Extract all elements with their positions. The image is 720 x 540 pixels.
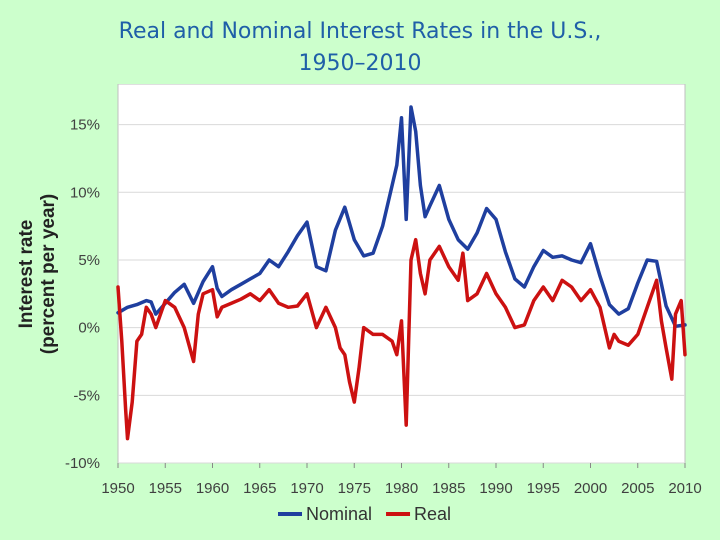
legend-label-real: Real [414,504,451,524]
x-tick-label: 1985 [432,480,465,497]
y-axis-title: Interest rate (percent per year) [16,194,59,355]
x-tick-label: 1970 [290,480,323,497]
line-chart: 15%10%5%0%-5%-10% 1950 1955 1960 1965 1970 19… [16,84,702,524]
y-tick-label: 15% [70,117,100,134]
chart-title: Real and Nominal Interest Rates in the U… [0,16,720,80]
x-tick-label: 1960 [196,480,229,497]
y-tick-label: 0% [78,320,100,337]
chart-title-line-1: Real and Nominal Interest Rates in the U… [118,19,602,44]
x-tick-label: 1955 [149,480,182,497]
y-tick-label: -10% [65,455,100,472]
x-tick-label: 2010 [668,480,701,497]
x-axis-ticks: 1950 1955 1960 1965 1970 1975 1980 1985 1990 1995… [101,463,702,497]
series-lines [116,105,687,441]
chart-title-line-2: 1950–2010 [298,51,422,76]
x-tick-label: 2005 [621,480,654,497]
x-tick-label: 1980 [385,480,418,497]
x-tick-label: 2000 [574,480,607,497]
x-tick-label: 1995 [527,480,560,497]
x-tick-label: 1990 [479,480,512,497]
y-tick-label: -5% [73,387,100,404]
legend-label-nominal: Nominal [306,504,372,524]
x-tick-label: 1950 [101,480,134,497]
series-line-real [116,237,687,441]
y-tick-label: 10% [70,184,100,201]
series-line-nominal [116,105,687,329]
y-axis-label-line-1: Interest rate [16,220,37,329]
y-tick-label: 5% [78,252,100,269]
y-axis-label-line-2: (percent per year) [38,194,59,355]
legend: Nominal Real [278,504,451,524]
chart-area: 15% 10% 5% 0% -5% -10% 1950 1955 1960 1965 1970 19… [0,84,720,540]
y-axis-ticks: 15% 10% 5% 0% -5% -10% [65,117,100,472]
x-tick-label: 1975 [338,480,371,497]
x-tick-label: 1965 [243,480,276,497]
